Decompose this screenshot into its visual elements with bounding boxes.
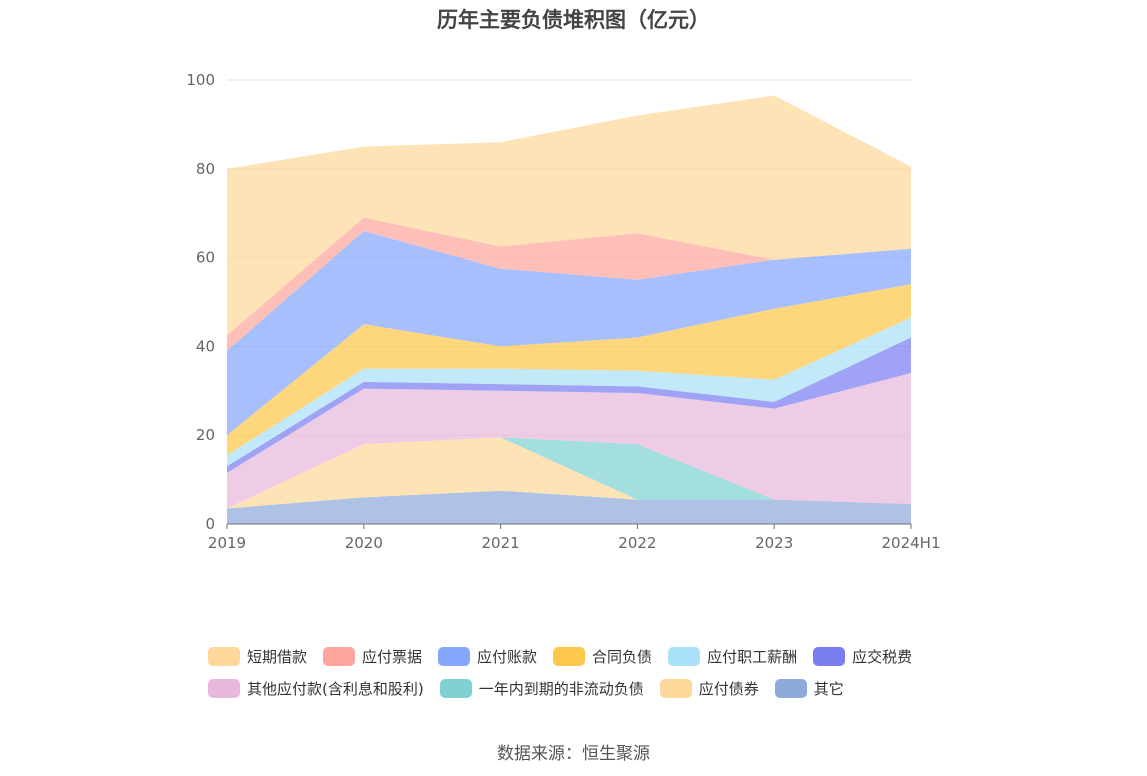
legend-label: 应付票据 (362, 647, 423, 666)
legend-swatch (438, 646, 471, 666)
legend-item[interactable]: 其他应付款(含利息和股利) (208, 678, 424, 699)
area-应交税费[interactable] (227, 337, 911, 473)
area-合同负债[interactable] (227, 284, 911, 456)
y-tick-label: 40 (196, 337, 215, 355)
legend-swatch (813, 646, 846, 666)
legend: 短期借款 应付票据 应付账款 合同负债 应付职工薪酬 应交税费其他应付款(含利息和股利) 一… (208, 640, 968, 704)
legend-swatch (208, 678, 240, 698)
x-tick-label: 2020 (345, 534, 383, 552)
legend-swatch (208, 646, 240, 666)
area-其它[interactable] (227, 490, 911, 524)
legend-label: 应付账款 (477, 647, 538, 666)
area-应付职工薪酬[interactable] (227, 317, 911, 467)
legend-label: 应付职工薪酬 (707, 647, 798, 666)
legend-swatch (439, 678, 472, 698)
legend-item[interactable]: 合同负债 (553, 646, 652, 667)
legend-item[interactable]: 一年内到期的非流动负债 (439, 678, 644, 699)
legend-swatch (774, 678, 807, 698)
x-tick-label: 2023 (755, 534, 793, 552)
legend-item[interactable]: 应付账款 (438, 646, 537, 667)
chart-title: 历年主要负债堆积图（亿元） (437, 8, 710, 32)
legend-item[interactable]: 应付债券 (659, 678, 759, 699)
area-其他应付款(含利息和股利)[interactable] (227, 373, 911, 509)
legend-label: 一年内到期的非流动负债 (478, 679, 644, 698)
legend-swatch (323, 646, 356, 666)
legend-swatch (553, 646, 586, 666)
legend-label: 短期借款 (247, 647, 308, 666)
stacked-area-chart: 0 20 40 60 80 100 2019 2020 2021 2022 2023 2024H1 (186, 71, 940, 552)
area-应付债券[interactable] (227, 437, 911, 509)
legend-label: 其他应付款(含利息和股利) (247, 679, 424, 698)
legend-item[interactable]: 短期借款 (208, 646, 307, 667)
legend-label: 应交税费 (852, 647, 913, 666)
legend-swatch (668, 646, 701, 666)
legend-item[interactable]: 应付职工薪酬 (668, 646, 797, 667)
area-series (227, 95, 911, 524)
legend-swatch (659, 678, 692, 698)
source-note: 数据来源：恒生聚源 (497, 744, 650, 764)
area-应付票据[interactable] (227, 217, 911, 351)
y-tick-label: 0 (205, 515, 215, 533)
y-tick-label: 100 (186, 71, 215, 89)
legend-row: 短期借款 应付票据 应付账款 合同负债 应付职工薪酬 应交税费 (208, 640, 968, 672)
legend-item[interactable]: 其它 (774, 678, 844, 699)
legend-item[interactable]: 应交税费 (813, 646, 912, 667)
area-短期借款[interactable] (227, 95, 911, 336)
x-tick-label: 2024H1 (882, 534, 941, 552)
legend-row: 其他应付款(含利息和股利) 一年内到期的非流动负债 应付债券 其它 (208, 672, 968, 704)
x-tick-label: 2019 (208, 534, 246, 552)
axes: 0 20 40 60 80 100 2019 2020 2021 2022 2023 2024H1 (186, 71, 940, 552)
x-tick-label: 2021 (482, 534, 520, 552)
legend-label: 应付债券 (698, 679, 759, 698)
area-一年内到期的非流动负债[interactable] (227, 437, 911, 509)
y-tick-label: 60 (196, 249, 215, 267)
legend-label: 合同负债 (592, 647, 653, 666)
area-应付账款[interactable] (227, 231, 911, 436)
legend-item[interactable]: 应付票据 (323, 646, 422, 667)
x-tick-label: 2022 (618, 534, 656, 552)
y-tick-label: 80 (196, 160, 215, 178)
legend-label: 其它 (813, 679, 844, 698)
y-tick-label: 20 (196, 426, 215, 444)
